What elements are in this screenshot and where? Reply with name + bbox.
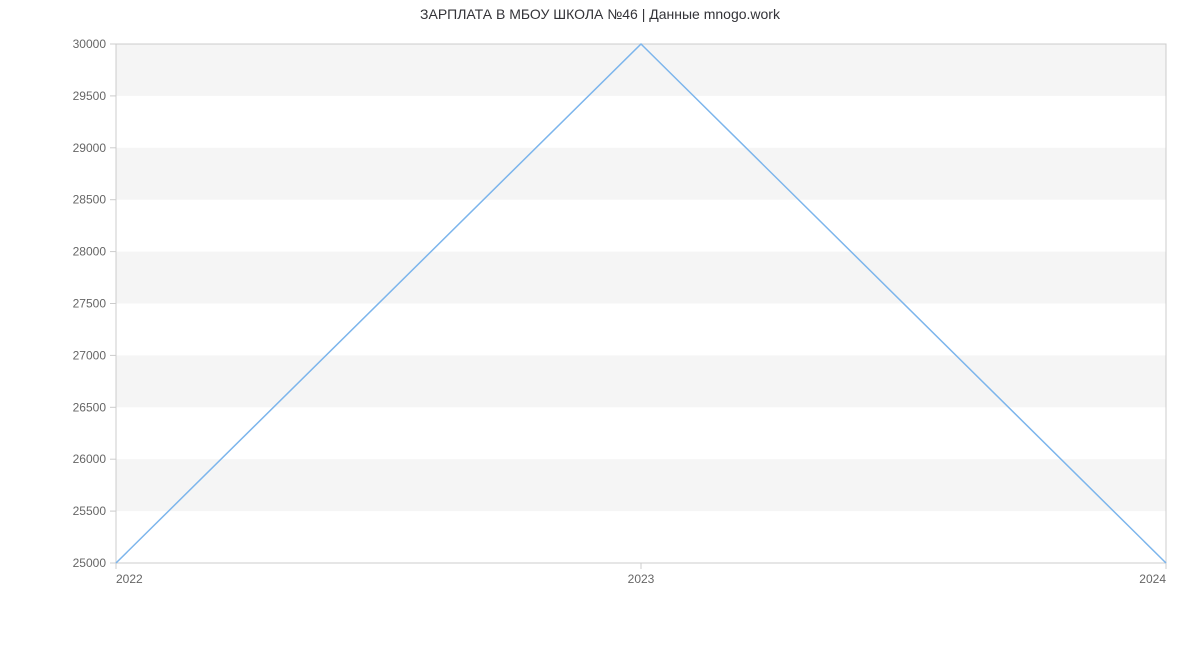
plot-band — [116, 355, 1166, 407]
chart-svg: 25000 25500 26000 26500 27000 27500 28000 28500… — [0, 0, 1200, 650]
y-tick-label: 26500 — [73, 400, 107, 414]
plot-band — [116, 459, 1166, 511]
y-tick-label: 30000 — [73, 37, 107, 51]
plot-band — [116, 252, 1166, 304]
x-tick-label: 2023 — [628, 572, 655, 586]
y-tick-label: 25000 — [73, 556, 107, 570]
plot-band — [116, 44, 1166, 96]
salary-chart: ЗАРПЛАТА В МБОУ ШКОЛА №46 | Данные mnogo… — [0, 0, 1200, 650]
y-tick-label: 26000 — [73, 452, 107, 466]
chart-title: ЗАРПЛАТА В МБОУ ШКОЛА №46 | Данные mnogo… — [0, 6, 1200, 22]
y-tick-label: 27500 — [73, 297, 107, 311]
y-tick-label: 25500 — [73, 504, 107, 518]
y-tick-label: 29500 — [73, 89, 107, 103]
x-tick-label: 2022 — [116, 572, 143, 586]
y-tick-label: 27000 — [73, 348, 107, 362]
x-tick-label: 2024 — [1139, 572, 1166, 586]
y-tick-label: 28500 — [73, 193, 107, 207]
y-tick-label: 28000 — [73, 245, 107, 259]
plot-band — [116, 148, 1166, 200]
y-tick-label: 29000 — [73, 141, 107, 155]
